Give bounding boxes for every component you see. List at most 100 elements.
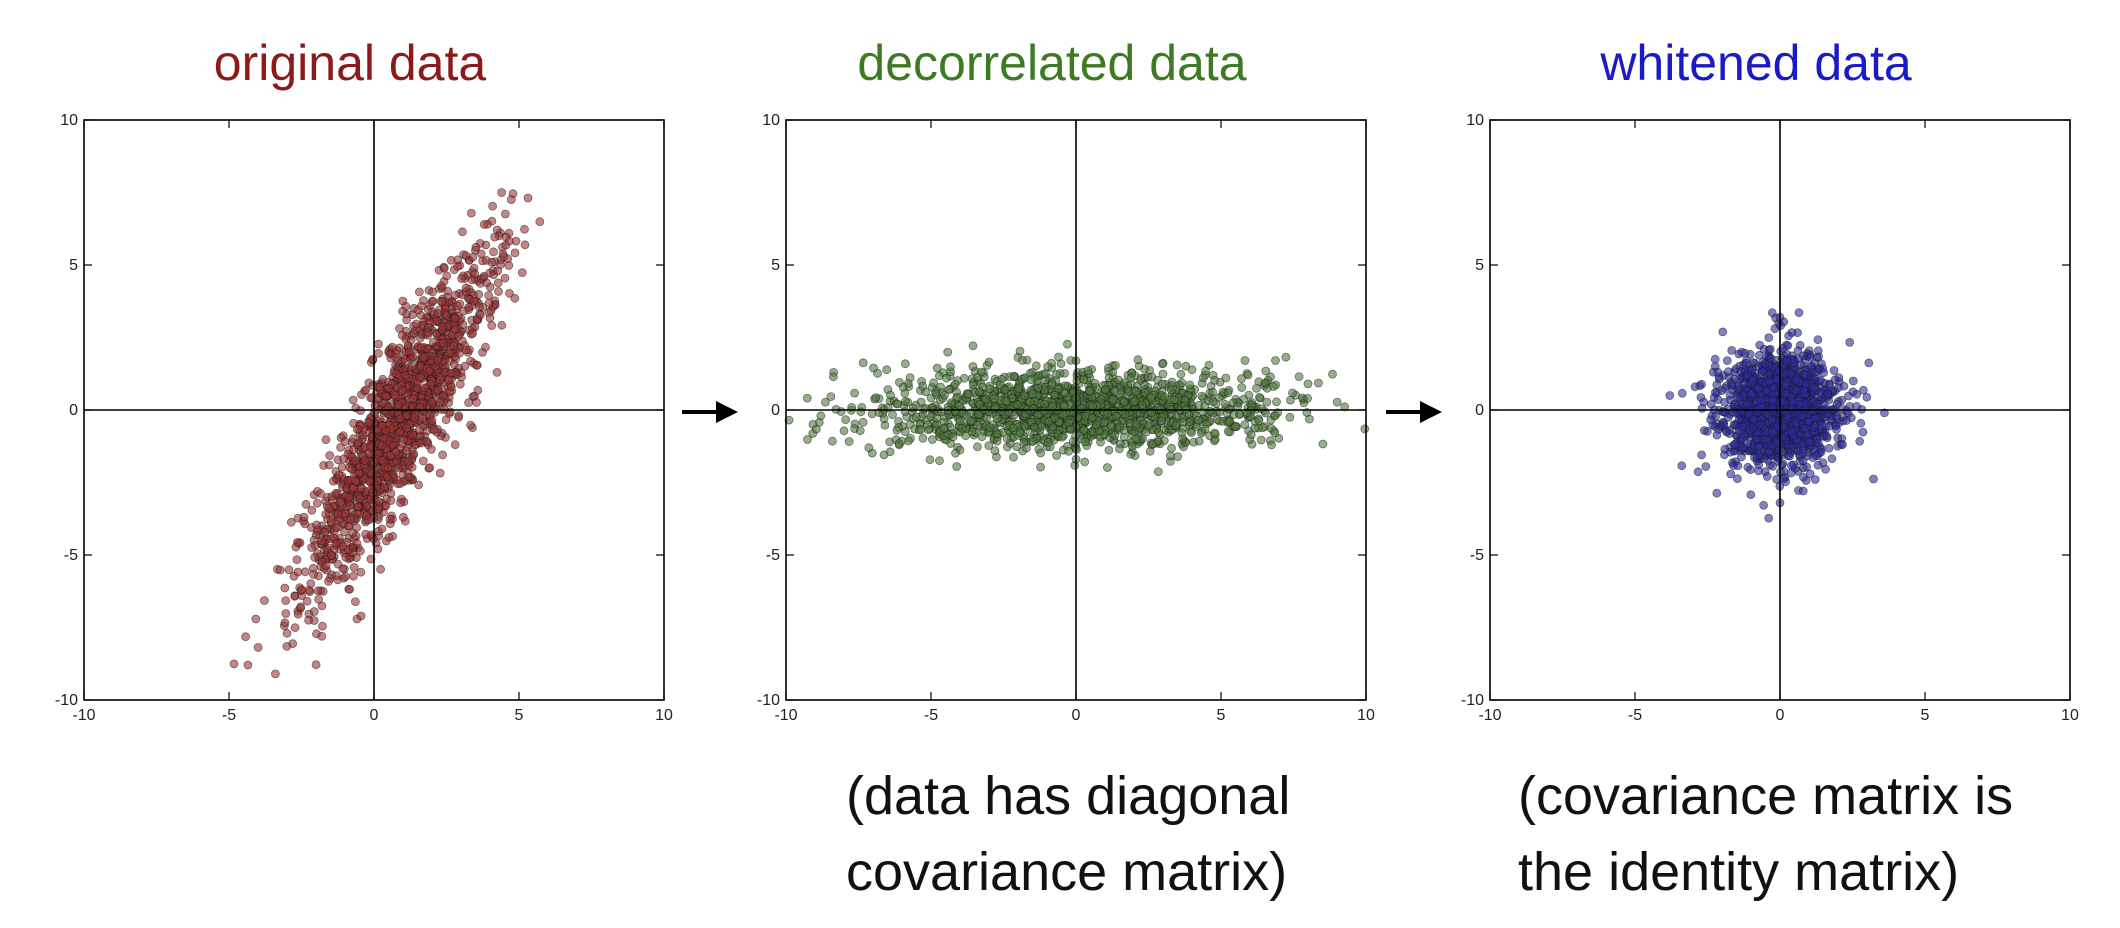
data-point bbox=[1132, 419, 1142, 429]
data-point bbox=[243, 660, 253, 670]
data-point bbox=[420, 383, 430, 393]
data-point bbox=[362, 501, 372, 511]
data-point bbox=[331, 488, 341, 498]
data-point bbox=[449, 359, 459, 369]
data-point bbox=[1858, 427, 1868, 437]
data-point bbox=[1838, 440, 1847, 450]
data-point bbox=[339, 454, 349, 464]
data-point bbox=[1791, 375, 1801, 385]
data-point bbox=[1784, 331, 1794, 341]
data-point bbox=[1862, 392, 1872, 402]
data-point bbox=[345, 585, 355, 594]
data-point bbox=[394, 463, 404, 473]
data-point bbox=[1829, 366, 1839, 375]
data-point bbox=[466, 356, 476, 366]
data-point bbox=[500, 209, 510, 219]
data-point bbox=[302, 596, 312, 606]
data-point bbox=[924, 425, 933, 435]
data-point bbox=[1220, 399, 1230, 409]
data-point bbox=[314, 595, 324, 604]
data-point bbox=[1824, 443, 1834, 453]
data-point bbox=[402, 423, 411, 433]
x-tick-label: -5 bbox=[924, 707, 938, 724]
data-point bbox=[1194, 415, 1204, 425]
x-tick-label: 5 bbox=[1217, 707, 1226, 724]
data-point bbox=[497, 320, 507, 330]
data-point bbox=[1764, 333, 1774, 343]
data-point bbox=[1025, 397, 1035, 407]
data-point bbox=[1782, 356, 1792, 366]
data-point bbox=[1869, 474, 1878, 484]
data-point bbox=[1050, 413, 1060, 423]
data-point bbox=[381, 426, 391, 436]
data-point bbox=[1733, 392, 1743, 402]
data-point bbox=[395, 427, 405, 437]
caption-decorrelated: (data has diagonal covariance matrix) bbox=[846, 758, 1290, 910]
data-point bbox=[356, 611, 366, 621]
data-point bbox=[435, 397, 445, 407]
data-point bbox=[1781, 389, 1791, 398]
data-point bbox=[399, 434, 409, 444]
x-tick-label: 5 bbox=[515, 707, 524, 724]
data-point bbox=[398, 306, 408, 316]
data-point bbox=[356, 567, 366, 577]
data-point bbox=[900, 397, 910, 406]
data-point bbox=[977, 432, 987, 442]
data-point bbox=[270, 669, 280, 679]
data-point bbox=[373, 544, 383, 554]
data-point bbox=[1332, 397, 1342, 407]
data-point bbox=[317, 536, 327, 546]
x-tick-label: -10 bbox=[1478, 707, 1501, 724]
data-point bbox=[932, 363, 942, 373]
data-point bbox=[1783, 341, 1793, 351]
data-point bbox=[1200, 424, 1210, 434]
data-point bbox=[1100, 385, 1110, 395]
data-point bbox=[844, 437, 854, 446]
data-points bbox=[784, 339, 1370, 477]
data-point bbox=[326, 551, 336, 560]
data-point bbox=[929, 378, 939, 388]
data-point bbox=[1731, 364, 1741, 374]
data-point bbox=[1832, 411, 1841, 421]
data-point bbox=[393, 356, 403, 366]
data-point bbox=[1085, 386, 1095, 396]
data-point bbox=[390, 390, 400, 400]
data-point bbox=[280, 583, 290, 593]
data-point bbox=[1153, 467, 1163, 477]
data-point bbox=[398, 512, 408, 522]
data-point bbox=[1166, 404, 1175, 414]
data-point bbox=[1777, 396, 1787, 406]
caption-decorrelated-line-2: covariance matrix) bbox=[846, 842, 1288, 902]
data-point bbox=[1720, 444, 1730, 454]
arrow-right-icon bbox=[1386, 401, 1442, 423]
data-point bbox=[1718, 407, 1728, 417]
data-point bbox=[1722, 356, 1732, 366]
data-point bbox=[975, 387, 985, 397]
data-point bbox=[1008, 423, 1018, 433]
data-point bbox=[450, 313, 460, 323]
data-point bbox=[348, 548, 358, 557]
data-point bbox=[968, 362, 978, 371]
data-point bbox=[1764, 447, 1774, 457]
data-point bbox=[1753, 384, 1763, 394]
data-point bbox=[1281, 352, 1291, 362]
data-point bbox=[1701, 462, 1711, 471]
data-point bbox=[1813, 335, 1823, 345]
data-point bbox=[457, 227, 467, 237]
data-point bbox=[432, 329, 442, 339]
data-point bbox=[345, 501, 355, 510]
data-point bbox=[948, 432, 958, 442]
data-point bbox=[442, 271, 452, 281]
data-point bbox=[340, 437, 350, 447]
chart-title-original: original data bbox=[213, 35, 487, 91]
data-point bbox=[1726, 469, 1736, 479]
data-point bbox=[1048, 401, 1057, 411]
data-point bbox=[423, 328, 433, 338]
data-point bbox=[510, 248, 520, 258]
data-point bbox=[383, 463, 393, 473]
data-point bbox=[1764, 513, 1774, 523]
data-point bbox=[1267, 440, 1276, 450]
data-point bbox=[1181, 361, 1191, 371]
data-point bbox=[373, 339, 383, 349]
